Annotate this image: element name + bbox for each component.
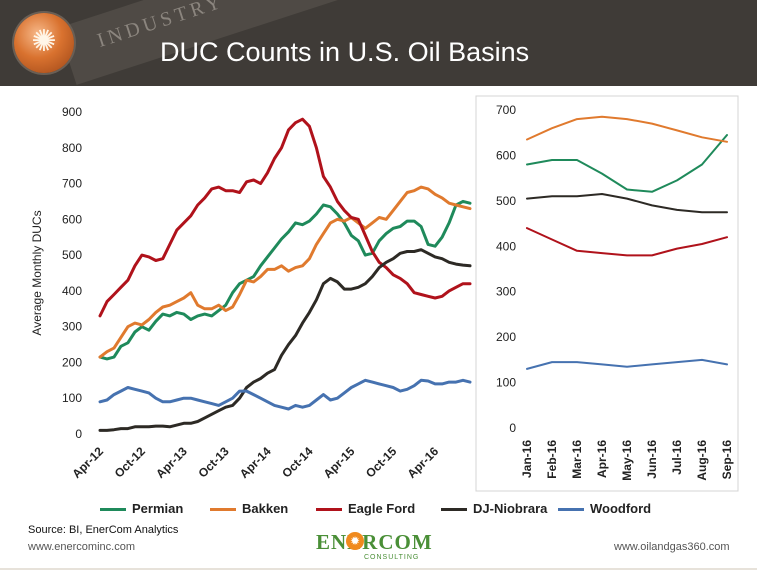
chart-area: 0 100 200 300 400 500 600 700 800 900 Average Mont… bbox=[30, 95, 739, 492]
series-line-permian bbox=[98, 199, 472, 361]
x-tick-label: Apr-15 bbox=[321, 444, 358, 481]
y-tick-label: 700 bbox=[496, 103, 516, 117]
x-tick-label: Jun-16 bbox=[645, 440, 659, 479]
inset-chart-frame bbox=[475, 95, 739, 492]
footer-brand-logo: ENERCOM ✹ CONSULTING bbox=[316, 530, 448, 564]
left-line-chart: 0 100 200 300 400 500 600 700 800 900 Average Mont… bbox=[30, 105, 472, 481]
legend-swatch bbox=[316, 508, 342, 512]
y-tick-label: 300 bbox=[496, 285, 516, 299]
y-tick-label: 100 bbox=[62, 391, 82, 405]
x-tick-label: May-16 bbox=[620, 440, 634, 481]
series-line-permian bbox=[526, 134, 728, 193]
header-banner: INDUSTRY ✺ DUC Counts in U.S. Oil Basins bbox=[0, 0, 757, 86]
legend-swatch bbox=[441, 508, 467, 512]
x-tick-label: Apr-13 bbox=[153, 444, 190, 481]
y-tick-label: 700 bbox=[62, 177, 82, 191]
series-line-eagle-ford bbox=[98, 117, 472, 318]
x-tick-label: Jul-16 bbox=[670, 440, 684, 475]
page-title: DUC Counts in U.S. Oil Basins bbox=[160, 37, 530, 67]
sun-icon: ✺ bbox=[31, 25, 57, 58]
series-line-dj-niobrara bbox=[526, 193, 728, 214]
y-tick-label: 500 bbox=[496, 194, 516, 208]
y-tick-label: 900 bbox=[62, 105, 82, 119]
x-tick-label: Oct-14 bbox=[279, 444, 316, 481]
y-tick-label: 200 bbox=[62, 355, 82, 369]
source-note: Source: BI, EnerCom Analytics bbox=[28, 524, 179, 536]
legend-label: DJ-Niobrara bbox=[473, 501, 548, 516]
legend-label: Permian bbox=[132, 501, 184, 516]
series-line-woodford bbox=[526, 358, 728, 370]
x-tick-label: Oct-12 bbox=[112, 444, 149, 481]
legend-swatch bbox=[100, 508, 126, 512]
legend-swatch bbox=[210, 508, 236, 512]
y-tick-label: 300 bbox=[62, 320, 82, 334]
x-tick-label: Aug-16 bbox=[695, 440, 709, 481]
y-tick-label: 400 bbox=[496, 239, 516, 253]
series-line-bakken bbox=[98, 185, 472, 359]
x-tick-label: Feb-16 bbox=[545, 440, 559, 479]
x-tick-label: Oct-13 bbox=[195, 444, 232, 481]
x-tick-label: Mar-16 bbox=[570, 440, 584, 479]
footer-divider bbox=[0, 568, 757, 570]
y-tick-label: 600 bbox=[496, 148, 516, 162]
y-tick-label: 200 bbox=[496, 330, 516, 344]
x-tick-label: Jan-16 bbox=[520, 440, 534, 478]
legend-item-dj-niobrara: DJ-Niobrara bbox=[441, 501, 547, 517]
brand-subtitle: CONSULTING bbox=[364, 554, 420, 561]
legend-item-permian: Permian bbox=[100, 501, 183, 517]
brand-name: ENERCOM bbox=[316, 530, 433, 554]
legend-label: Bakken bbox=[242, 501, 289, 516]
y-tick-label: 500 bbox=[62, 248, 82, 262]
legend-item-woodford: Woodford bbox=[558, 501, 651, 517]
x-tick-label: Apr-16 bbox=[404, 444, 441, 481]
footer-right-url[interactable]: www.oilandgas360.com bbox=[614, 541, 730, 553]
series-line-eagle-ford bbox=[526, 227, 728, 257]
y-tick-label: 400 bbox=[62, 284, 82, 298]
logo-emblem bbox=[14, 13, 74, 73]
y-tick-label: 0 bbox=[75, 427, 82, 441]
y-tick-label: 600 bbox=[62, 212, 82, 226]
series-line-bakken bbox=[526, 115, 728, 143]
legend-swatch bbox=[558, 508, 584, 512]
y-tick-label: 0 bbox=[509, 421, 516, 435]
legend-item-bakken: Bakken bbox=[210, 501, 288, 517]
legend-label: Woodford bbox=[590, 501, 652, 516]
y-tick-label: 800 bbox=[62, 141, 82, 155]
x-tick-label: Apr-16 bbox=[595, 440, 609, 478]
right-line-chart: 0 100 200 300 400 500 600 700 Jan-16 Feb-16 Mar-16… bbox=[475, 95, 739, 492]
x-tick-label: Apr-14 bbox=[237, 444, 274, 481]
x-tick-label: Apr-12 bbox=[69, 444, 106, 481]
footer-left-url[interactable]: www.enercominc.com bbox=[28, 541, 135, 553]
x-tick-label: Oct-15 bbox=[363, 444, 400, 481]
legend-item-eagle-ford: Eagle Ford bbox=[316, 501, 415, 517]
series-line-dj-niobrara bbox=[98, 248, 472, 432]
star-icon: ✹ bbox=[346, 532, 364, 550]
y-tick-label: 100 bbox=[496, 376, 516, 390]
series-line-woodford bbox=[98, 378, 472, 411]
y-axis-label: Average Monthly DUCs bbox=[30, 210, 44, 335]
x-tick-label: Sep-16 bbox=[720, 440, 734, 480]
legend-label: Eagle Ford bbox=[348, 501, 416, 516]
